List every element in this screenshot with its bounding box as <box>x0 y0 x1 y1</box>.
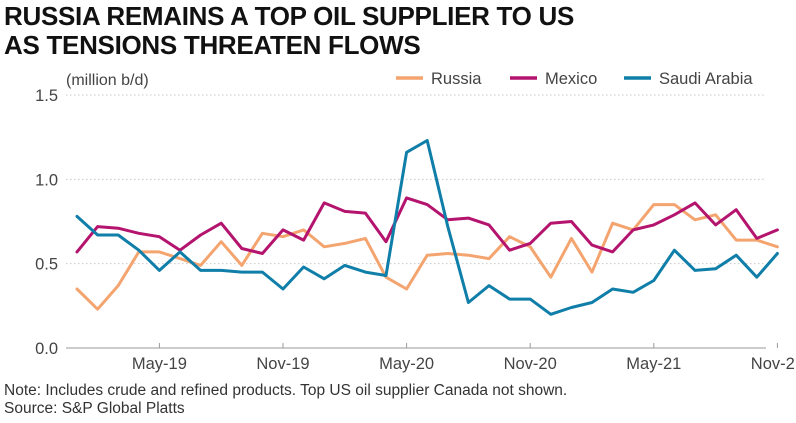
x-tick-label: Nov-20 <box>504 355 557 373</box>
x-tick-label: May-21 <box>626 355 681 373</box>
y-tick-label: 1.0 <box>35 171 58 189</box>
source-text: Source: S&P Global Platts <box>4 400 185 417</box>
legend: Russia Mexico Saudi Arabia <box>396 70 753 88</box>
series-line-russia <box>75 203 779 311</box>
y-tick-label: 0.0 <box>35 340 58 358</box>
series-lines <box>75 139 779 316</box>
x-axis: May-19 Nov-19 May-20 Nov-20 May-21 Nov-21 <box>66 343 796 373</box>
series-line-saudi-arabia <box>75 139 779 316</box>
legend-label: Saudi Arabia <box>659 70 753 88</box>
series-line-mexico <box>75 196 779 255</box>
legend-label: Russia <box>431 70 482 88</box>
y-axis-ticks: 0.0 0.5 1.0 1.5 <box>35 87 58 358</box>
x-tick-label: Nov-19 <box>256 355 309 373</box>
x-tick-label: Nov-21 <box>751 355 796 373</box>
y-tick-label: 1.5 <box>35 87 58 105</box>
chart-title-line-1: RUSSIA REMAINS A TOP OIL SUPPLIER TO US <box>4 1 575 31</box>
y-axis-label: (million b/d) <box>66 72 149 89</box>
note-text: Note: Includes crude and refined product… <box>4 382 568 399</box>
chart-title: RUSSIA REMAINS A TOP OIL SUPPLIER TO US … <box>4 2 574 60</box>
gridlines <box>66 94 766 265</box>
y-tick-label: 0.5 <box>35 256 58 274</box>
footnote: Note: Includes crude and refined product… <box>4 382 567 418</box>
x-tick-label: May-20 <box>379 355 434 373</box>
x-tick-label: May-19 <box>132 355 187 373</box>
legend-label: Mexico <box>545 70 597 88</box>
chart-title-line-2: AS TENSIONS THREATEN FLOWS <box>4 30 421 60</box>
